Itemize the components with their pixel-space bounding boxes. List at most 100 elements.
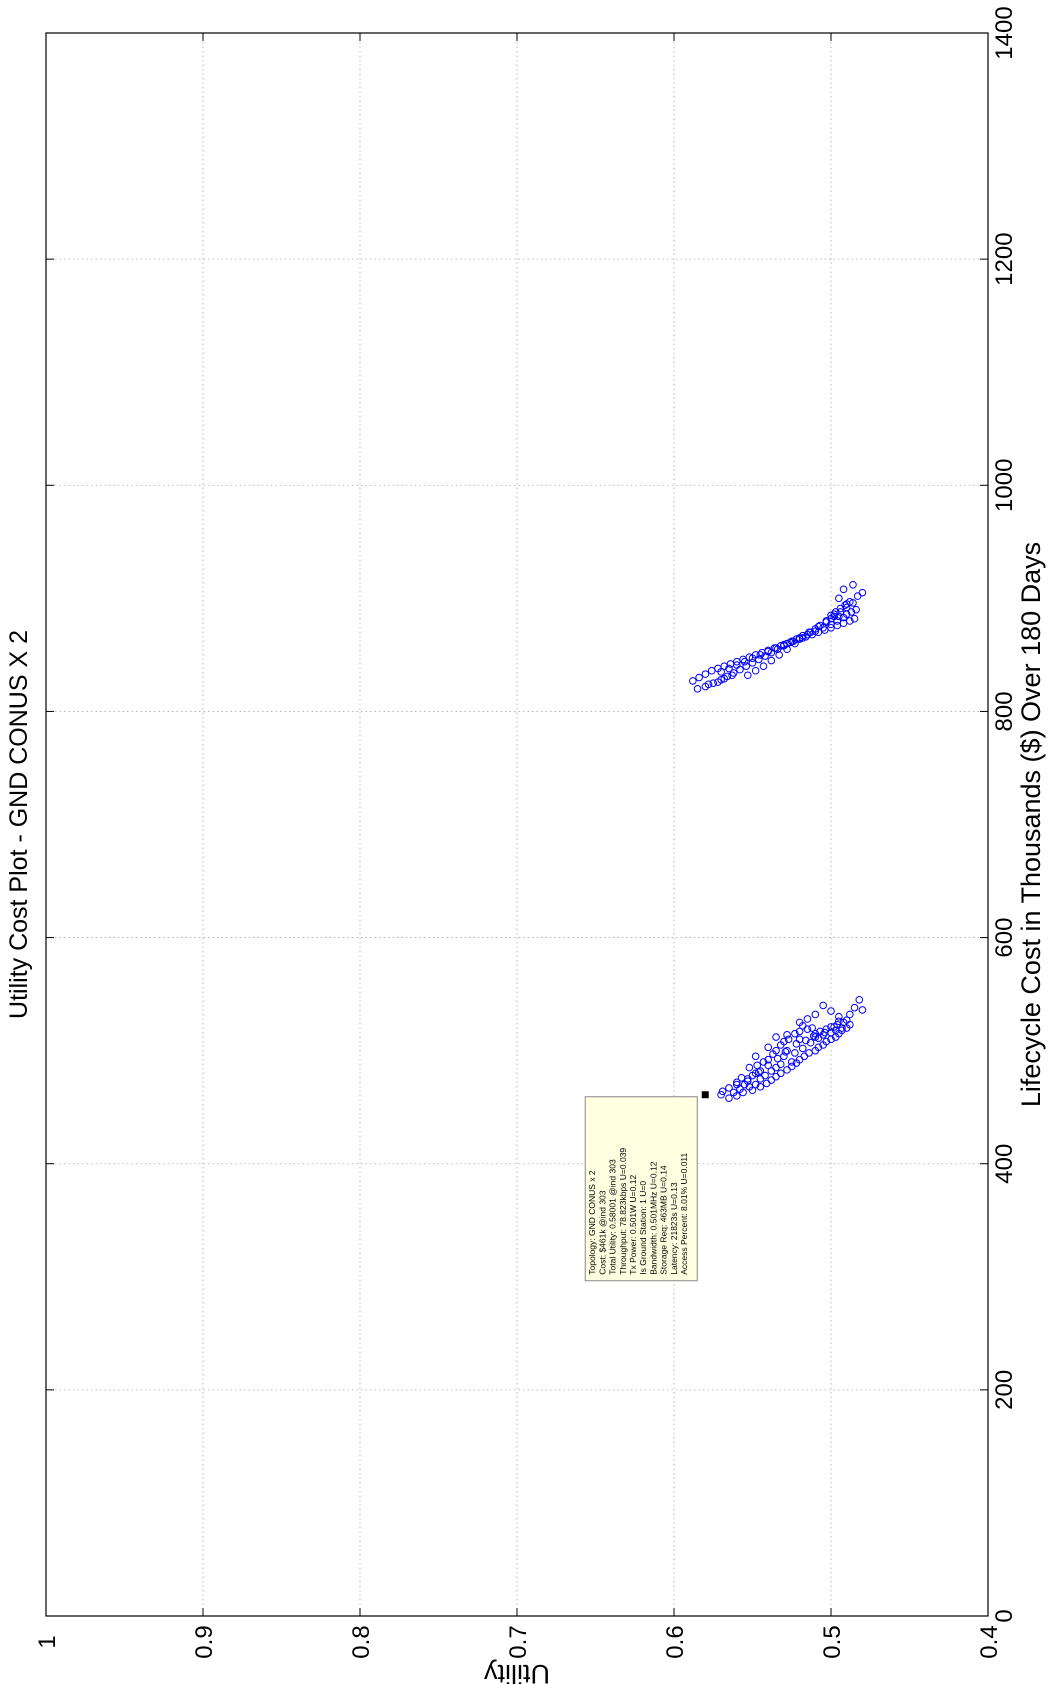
scatter-point[interactable] <box>761 1071 769 1080</box>
scatter-point[interactable] <box>819 1001 827 1010</box>
scatter-point[interactable] <box>835 1012 843 1021</box>
scatter-point[interactable] <box>733 1078 741 1087</box>
scatter-point[interactable] <box>756 1075 765 1083</box>
scatter-point[interactable] <box>764 1055 773 1064</box>
scatter-point[interactable] <box>754 655 763 664</box>
scatter-point[interactable] <box>704 680 713 689</box>
scatter-point[interactable] <box>783 1066 791 1074</box>
scatter-point[interactable] <box>783 1031 791 1039</box>
scatter-point[interactable] <box>781 1047 790 1056</box>
scatter-point[interactable] <box>714 678 722 686</box>
scatter-point[interactable] <box>822 1037 831 1046</box>
scatter-point[interactable] <box>855 995 864 1004</box>
scatter-point[interactable] <box>725 1084 733 1092</box>
scatter-point[interactable] <box>792 1040 801 1048</box>
scatter-point[interactable] <box>729 669 738 677</box>
scatter-point[interactable] <box>816 621 824 630</box>
scatter-point[interactable] <box>707 666 716 675</box>
scatter-point[interactable] <box>795 1035 804 1044</box>
scatter-point[interactable] <box>756 1083 765 1091</box>
scatter-point[interactable] <box>767 648 776 657</box>
scatter-point[interactable] <box>776 1069 785 1078</box>
scatter-point[interactable] <box>842 603 851 612</box>
scatter-point[interactable] <box>858 588 867 597</box>
scatter-point[interactable] <box>728 671 736 680</box>
scatter-point[interactable] <box>756 1067 765 1075</box>
scatter-point[interactable] <box>791 639 799 648</box>
scatter-point[interactable] <box>745 1063 754 1072</box>
scatter-point[interactable] <box>805 1049 813 1057</box>
scatter-point[interactable] <box>736 665 744 674</box>
scatter-point[interactable] <box>783 1046 791 1055</box>
scatter-point[interactable] <box>783 645 791 654</box>
scatter-point[interactable] <box>787 1058 796 1066</box>
scatter-point[interactable] <box>839 585 848 594</box>
scatter-point[interactable] <box>718 1087 727 1096</box>
scatter-point[interactable] <box>822 617 831 625</box>
scatter-point[interactable] <box>811 1033 820 1041</box>
scatter-point[interactable] <box>695 673 703 682</box>
scatter-point[interactable] <box>811 1010 820 1019</box>
scatter-point[interactable] <box>846 617 854 625</box>
scatter-point[interactable] <box>814 1043 823 1052</box>
scatter-point[interactable] <box>733 1080 741 1089</box>
scatter-point[interactable] <box>791 1029 799 1038</box>
scatter-point[interactable] <box>772 1063 780 1072</box>
scatter-point[interactable] <box>800 1052 809 1061</box>
scatter-point[interactable] <box>846 597 854 606</box>
scatter-point[interactable] <box>740 657 749 666</box>
scatter-point[interactable] <box>853 592 862 600</box>
datatip-marker[interactable] <box>701 1091 709 1099</box>
scatter-point[interactable] <box>776 1060 785 1069</box>
scatter-point[interactable] <box>720 674 729 683</box>
scatter-point[interactable] <box>772 644 780 652</box>
scatter-point[interactable] <box>767 1067 776 1075</box>
scatter-point[interactable] <box>693 685 702 693</box>
scatter-point[interactable] <box>742 662 751 671</box>
scatter-point[interactable] <box>743 1077 752 1085</box>
scatter-point[interactable] <box>808 1024 816 1032</box>
scatter-point[interactable] <box>839 613 848 622</box>
scatter-point[interactable] <box>767 656 776 665</box>
scatter-point[interactable] <box>802 1036 810 1045</box>
scatter-point[interactable] <box>717 1090 725 1099</box>
scatter-point[interactable] <box>751 1052 760 1061</box>
scatter-point[interactable] <box>701 670 710 678</box>
scatter-point[interactable] <box>850 1003 859 1012</box>
scatter-point[interactable] <box>820 1028 829 1037</box>
scatter-point[interactable] <box>739 1088 747 1097</box>
scatter-point[interactable] <box>814 622 823 631</box>
scatter-point[interactable] <box>847 608 856 616</box>
scatter-point[interactable] <box>850 614 859 623</box>
scatter-point[interactable] <box>846 1010 854 1019</box>
scatter-point[interactable] <box>745 1083 754 1091</box>
scatter-point[interactable] <box>791 1049 799 1057</box>
scatter-point[interactable] <box>773 1054 782 1063</box>
scatter-point[interactable] <box>836 608 845 616</box>
scatter-point[interactable] <box>833 617 842 625</box>
scatter-point[interactable] <box>830 612 838 621</box>
scatter-point[interactable] <box>835 1017 843 1026</box>
scatter-point[interactable] <box>689 677 697 685</box>
scatter-point[interactable] <box>849 599 857 607</box>
scatter-point[interactable] <box>726 660 735 668</box>
scatter-point[interactable] <box>772 1033 780 1041</box>
scatter-point[interactable] <box>748 659 757 667</box>
scatter-point[interactable] <box>772 1046 780 1055</box>
scatter-point[interactable] <box>827 1007 835 1015</box>
scatter-point[interactable] <box>830 1023 838 1031</box>
scatter-point[interactable] <box>803 1015 812 1023</box>
scatter-point[interactable] <box>809 1032 818 1040</box>
scatter-point[interactable] <box>784 1035 793 1044</box>
scatter-point[interactable] <box>798 1044 807 1053</box>
scatter-point[interactable] <box>751 666 760 675</box>
scatter-point[interactable] <box>795 1018 804 1027</box>
scatter-point[interactable] <box>772 1072 780 1081</box>
scatter-point[interactable] <box>806 628 815 637</box>
scatter-point[interactable] <box>835 594 843 603</box>
scatter-point[interactable] <box>743 671 752 680</box>
scatter-point[interactable] <box>798 634 807 642</box>
scatter-point[interactable] <box>761 652 769 660</box>
scatter-point[interactable] <box>842 1016 851 1024</box>
scatter-point[interactable] <box>858 1006 867 1014</box>
